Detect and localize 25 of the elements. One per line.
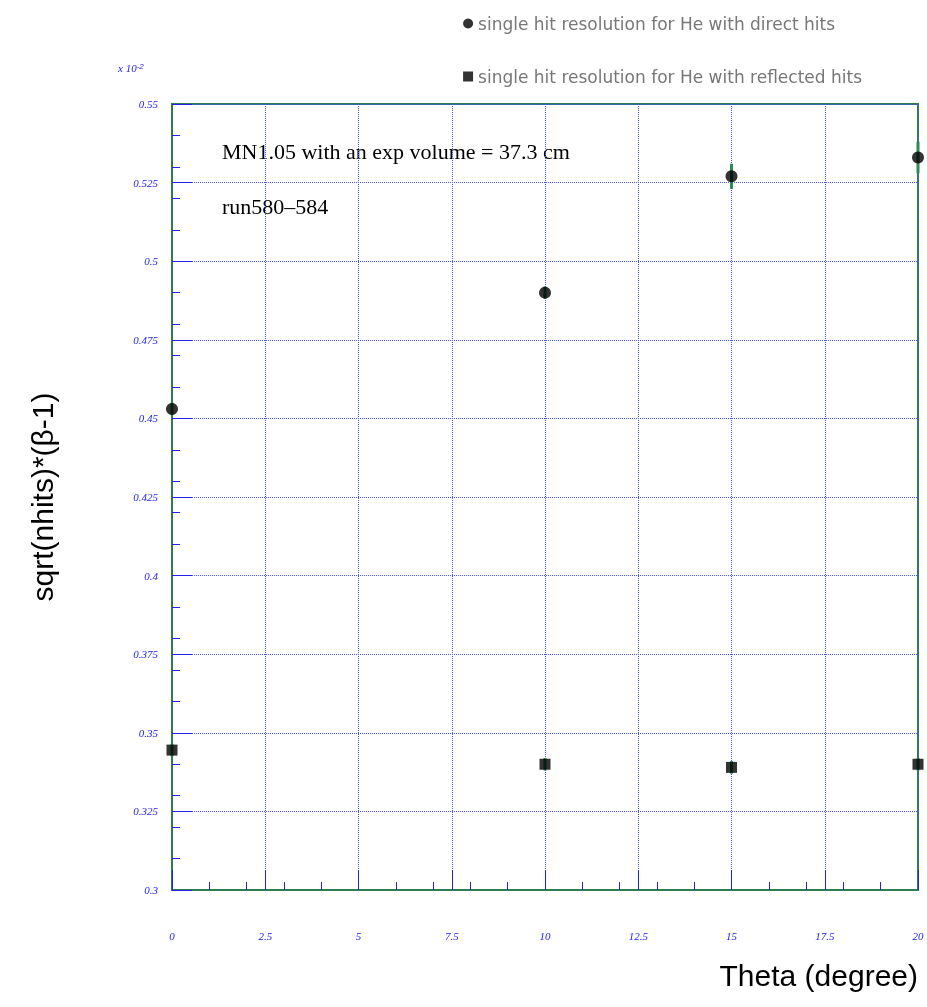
x-tick-label: 17.5 [815, 929, 835, 942]
x-tick-label: 10 [539, 929, 551, 942]
annotation: run580–584 [222, 193, 329, 219]
y-tick-label: 0.425 [133, 491, 159, 503]
y-tick-label: 0.4 [144, 569, 159, 582]
y-tick-label: 0.375 [133, 648, 159, 661]
x-tick-label: 0 [169, 929, 176, 942]
x-tick-label: 5 [355, 929, 362, 942]
legend-label: single hit resolution for He with reflected hits [478, 66, 863, 87]
y-tick-label: 0.525 [133, 176, 159, 189]
y-axis-title: sqrt(nhits)*(β-1) [25, 392, 59, 602]
legend-label: single hit resolution for He with direct hits [478, 13, 836, 34]
y-tick-label: 0.45 [138, 412, 159, 425]
y-tick-label: 0.5 [144, 255, 159, 268]
y-tick-label: 0.3 [144, 884, 159, 896]
x-tick-label: 15 [726, 929, 738, 942]
x-tick-label: 20 [912, 929, 924, 942]
x-axis-title: Theta (degree) [719, 958, 918, 992]
x-tick-label: 12.5 [628, 929, 649, 942]
y-tick-label: 0.55 [138, 98, 159, 110]
x-tick-label: 7.5 [444, 929, 460, 942]
y-tick-label: 0.35 [138, 726, 159, 739]
x-tick-label: 2.5 [258, 929, 273, 942]
y-tick-label: 0.475 [133, 333, 159, 346]
y-tick-label: 0.325 [133, 805, 159, 818]
